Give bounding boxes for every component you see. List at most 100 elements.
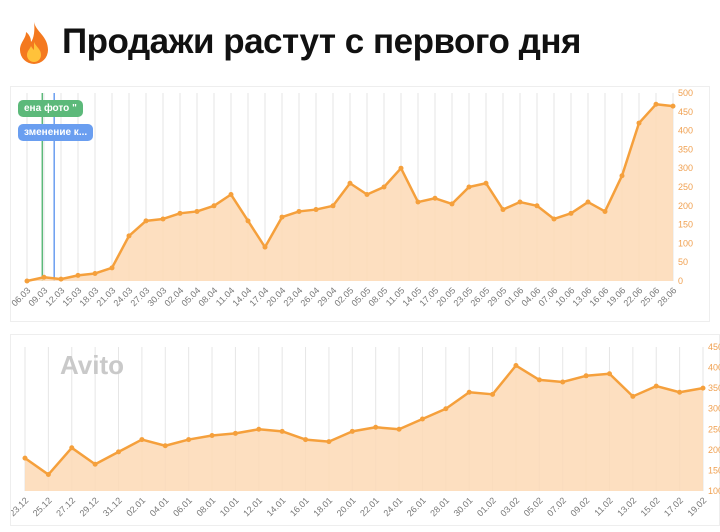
data-point — [303, 437, 309, 443]
x-tick-label: 24.01 — [381, 495, 404, 518]
data-point — [326, 439, 332, 445]
data-point — [262, 244, 268, 250]
data-point — [160, 216, 166, 222]
x-tick-label: 12.01 — [241, 495, 264, 518]
annotation-photo-change[interactable]: ена фото " — [18, 100, 83, 117]
data-point — [500, 207, 506, 213]
x-tick-label: 08.05 — [366, 285, 389, 308]
chart-2-panel: 23.12 25.12 27.12 29.12 31.12 02.01 04.01 06.01… — [7, 334, 720, 526]
y-tick-label: 450 — [708, 342, 720, 352]
data-point — [449, 201, 455, 207]
avito-watermark: Avito — [60, 350, 125, 380]
data-point — [186, 437, 192, 443]
data-point — [443, 406, 449, 412]
data-point — [109, 265, 115, 271]
data-point — [560, 379, 566, 385]
x-tick-label: 04.01 — [148, 495, 171, 518]
data-point — [653, 101, 659, 107]
data-point — [45, 472, 51, 478]
data-point — [415, 199, 421, 205]
data-point — [419, 416, 425, 422]
x-tick-label: 03.02 — [498, 495, 521, 518]
annotation-change[interactable]: зменение к... — [18, 124, 94, 141]
data-point — [313, 207, 319, 213]
data-point — [517, 199, 523, 205]
data-point — [677, 389, 683, 395]
y-tick-label: 100 — [708, 486, 720, 496]
x-tick-label: 01.02 — [475, 495, 498, 518]
data-point — [536, 377, 542, 383]
data-point — [245, 218, 251, 224]
data-point — [398, 165, 404, 171]
data-point — [347, 180, 353, 186]
data-point — [700, 385, 706, 391]
data-point — [296, 208, 302, 214]
x-tick-label: 17.02 — [662, 495, 685, 518]
data-point — [349, 428, 355, 434]
data-point — [194, 208, 200, 214]
page-title: Продажи растут с первого дня — [62, 22, 581, 61]
data-point — [143, 218, 149, 224]
data-point — [162, 443, 168, 449]
x-tick-label: 13.02 — [615, 495, 638, 518]
data-point — [636, 120, 642, 126]
data-point — [256, 426, 262, 432]
y-tick-label: 300 — [708, 404, 720, 414]
y-tick-label: 150 — [678, 220, 693, 230]
data-point — [396, 426, 402, 432]
y-tick-label: 150 — [708, 465, 720, 475]
area-fill — [27, 104, 673, 281]
y-tick-label: 200 — [678, 201, 693, 211]
data-point — [22, 455, 28, 461]
x-tick-label: 23.12 — [11, 495, 30, 518]
data-point — [630, 393, 636, 399]
data-point — [92, 461, 98, 467]
chart-1-panel: 06.03 09.03 12.03 15.03 18.03 21.03 24.03 27.03… — [9, 86, 710, 322]
x-tick-label: 31.12 — [101, 495, 124, 518]
x-tick-label: 09.02 — [569, 495, 592, 518]
data-point — [551, 216, 557, 222]
area-fill — [25, 365, 703, 491]
data-point — [364, 192, 370, 198]
x-tick-label: 25.12 — [31, 495, 54, 518]
data-point — [279, 214, 285, 220]
y-tick-label: 0 — [678, 276, 683, 286]
data-point — [139, 437, 145, 443]
x-tick-label: 27.12 — [54, 495, 77, 518]
header: Продажи растут с первого дня — [14, 12, 581, 72]
x-tick-label: 11.02 — [592, 495, 615, 518]
data-point — [92, 270, 98, 276]
data-point — [432, 195, 438, 201]
data-point — [534, 203, 540, 209]
data-point — [69, 445, 75, 451]
x-tick-label: 05.02 — [522, 495, 545, 518]
data-point — [381, 184, 387, 190]
y-tick-label: 350 — [708, 383, 720, 393]
x-tick-label: 10.01 — [218, 495, 241, 518]
data-point — [466, 389, 472, 395]
x-tick-label: 19.02 — [685, 495, 708, 518]
chart-2: 23.12 25.12 27.12 29.12 31.12 02.01 04.01 06.01… — [7, 342, 720, 518]
data-point — [279, 428, 285, 434]
y-tick-label: 250 — [708, 424, 720, 434]
data-point — [209, 432, 215, 438]
data-point — [177, 210, 183, 216]
data-point — [211, 203, 217, 209]
data-point — [483, 180, 489, 186]
x-tick-label: 28.01 — [428, 495, 451, 518]
x-tick-label: 14.01 — [265, 495, 288, 518]
data-point — [513, 363, 519, 369]
data-point — [330, 203, 336, 209]
data-point — [583, 373, 589, 379]
data-point — [602, 208, 608, 214]
x-tick-label: 08.04 — [196, 285, 219, 308]
x-tick-label: 16.01 — [288, 495, 311, 518]
x-tick-label: 22.01 — [358, 495, 381, 518]
data-point — [58, 276, 64, 282]
y-tick-label: 300 — [678, 163, 693, 173]
data-point — [606, 371, 612, 377]
y-tick-label: 400 — [708, 363, 720, 373]
data-point — [232, 430, 238, 436]
x-tick-label: 28.06 — [655, 285, 678, 308]
y-tick-label: 250 — [678, 182, 693, 192]
